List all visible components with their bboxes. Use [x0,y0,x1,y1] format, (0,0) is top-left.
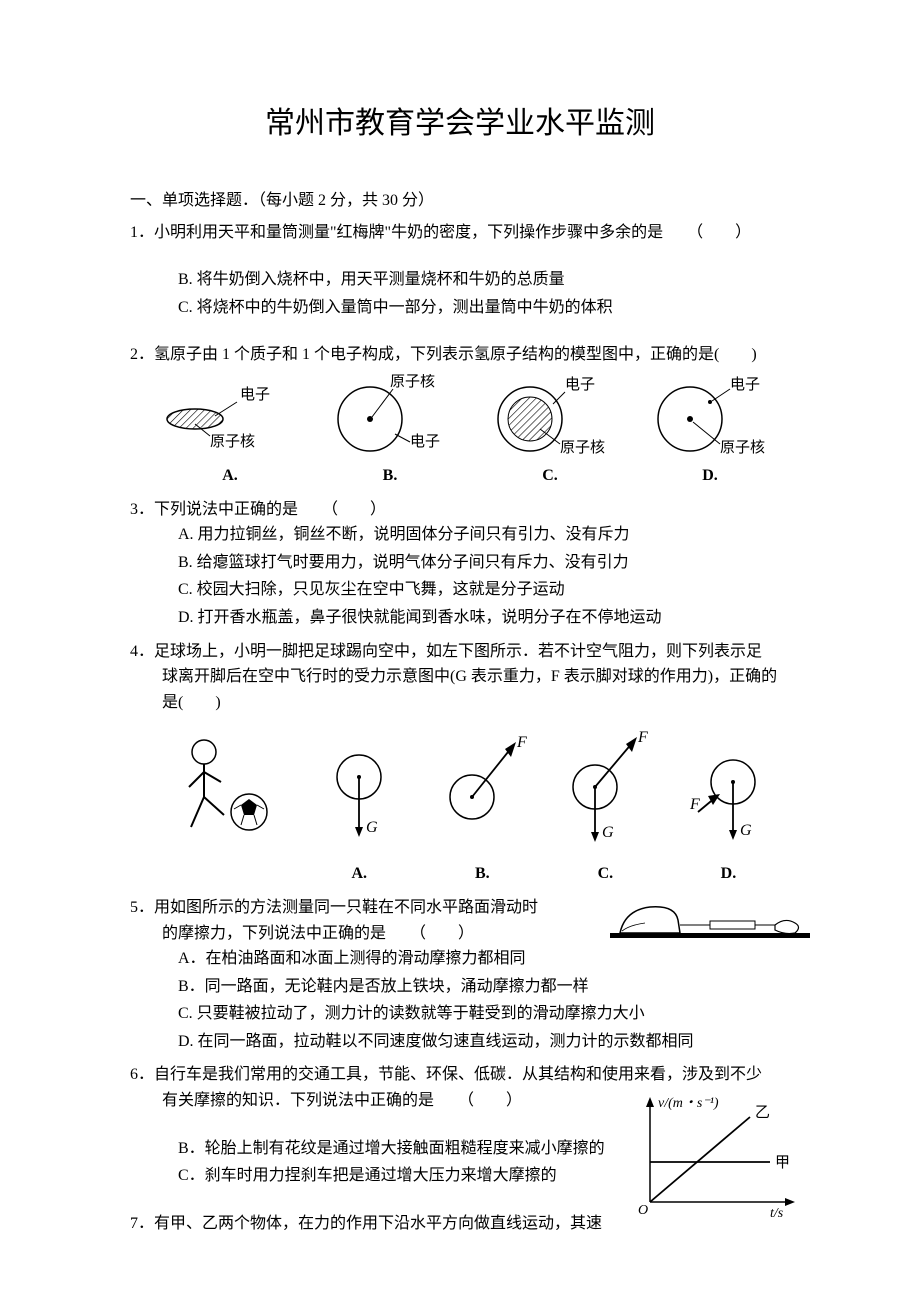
q6-velocity-graph: 甲 乙 v/(m・s⁻¹) t/s O [630,1092,810,1222]
q4-text2: 球离开脚后在空中飞行时的受力示意图中(G 表示重力，F 表示脚对球的作用力)，正… [130,664,790,690]
svg-text:电子: 电子 [410,433,440,450]
svg-text:t/s: t/s [770,1206,784,1221]
q6-text1: 自行车是我们常用的交通工具，节能、环保、低碳．从其结构和使用来看，涉及到不少 [154,1062,790,1088]
q1-num: 1． [130,220,154,246]
question-6: 甲 乙 v/(m・s⁻¹) t/s O 6． 自行车是我们常用的交通工具，节能、… [130,1062,790,1188]
q2-diagram-a: 电子 原子核 [155,374,305,459]
q4-label-a: A. [298,861,421,887]
q7-num: 7． [130,1211,154,1237]
section-header: 一、单项选择题．（每小题 2 分，共 30 分） [130,188,790,214]
svg-text:G: G [366,819,378,836]
q2-label-b: B. [310,463,470,489]
q2-label-d: D. [630,463,790,489]
question-1: 1． 小明利用天平和量筒测量"红梅牌"牛奶的密度，下列操作步骤中多余的是 （ ）… [130,220,790,321]
svg-text:F: F [637,729,648,746]
q4-text3: 是( ) [130,690,790,716]
svg-text:v/(m・s⁻¹): v/(m・s⁻¹) [658,1096,719,1111]
svg-text:原子核: 原子核 [390,374,435,390]
q4-label-c: C. [544,861,667,887]
q4-text: 足球场上，小明一脚把足球踢向空中，如左下图所示．若不计空气阻力，则下列表示足 [154,639,790,665]
svg-text:F: F [516,734,527,751]
svg-text:原子核: 原子核 [720,439,765,456]
q3-text: 下列说法中正确的是 （ ） [154,497,790,523]
q2-label-a: A. [150,463,310,489]
svg-text:甲: 甲 [775,1155,790,1171]
q5-optB: B．同一路面，无论鞋内是否放上铁块，涌动摩擦力都一样 [178,974,790,1000]
q4-diagram-a: G [314,727,404,857]
q1-paren: （ ） [687,224,751,241]
svg-text:电子: 电子 [240,386,270,403]
svg-text:F: F [689,796,700,813]
svg-text:原子核: 原子核 [210,433,255,450]
q4-label-d: D. [667,861,790,887]
q2-diagram-d: 电子 原子核 [635,374,785,459]
q3-optA: A. 用力拉铜丝，铜丝不断，说明固体分子间只有引力、没有斥力 [178,522,790,548]
svg-text:电子: 电子 [730,376,760,393]
svg-text:O: O [638,1203,648,1218]
q4-diagrams: G A. F B. F G [130,727,790,887]
q4-diagram-d: F G [678,727,778,857]
q1-text: 小明利用天平和量筒测量"红梅牌"牛奶的密度，下列操作步骤中多余的是 （ ） [154,220,790,246]
question-3: 3． 下列说法中正确的是 （ ） A. 用力拉铜丝，铜丝不断，说明固体分子间只有… [130,497,790,631]
q4-num: 4． [130,639,154,665]
q5-shoe-diagram [610,895,810,945]
q2-diagrams: 电子 原子核 A. 原子核 电子 B. 电子 [130,374,790,489]
q6-num: 6． [130,1062,154,1088]
q2-label-c: C. [470,463,630,489]
q2-diagram-b: 原子核 电子 [315,374,465,459]
q3-optB: B. 给瘪篮球打气时要用力，说明气体分子间只有斥力、没有引力 [178,550,790,576]
q4-diagram-b: F [432,727,532,857]
q4-label-b: B. [421,861,544,887]
q5-optA: A．在柏油路面和冰面上测得的滑动摩擦力都相同 [178,946,790,972]
q3-num: 3． [130,497,154,523]
q5-optD: D. 在同一路面，拉动鞋以不同速度做匀速直线运动，测力计的示数都相同 [178,1029,790,1055]
q2-diagram-c: 电子 原子核 [475,374,625,459]
q1-optC: C. 将烧杯中的牛奶倒入量筒中一部分，测出量筒中牛奶的体积 [178,295,790,321]
question-2: 2． 氢原子由 1 个质子和 1 个电子构成，下列表示氢原子结构的模型图中，正确… [130,342,790,488]
question-4: 4． 足球场上，小明一脚把足球踢向空中，如左下图所示．若不计空气阻力，则下列表示… [130,639,790,887]
svg-text:G: G [740,822,752,839]
svg-text:G: G [602,824,614,841]
svg-text:原子核: 原子核 [560,439,605,456]
svg-text:乙: 乙 [755,1105,770,1121]
svg-text:电子: 电子 [565,376,595,393]
q2-num: 2． [130,342,154,368]
q5-num: 5． [130,895,154,921]
page-title: 常州市教育学会学业水平监测 [130,100,790,148]
q1-optB: B. 将牛奶倒入烧杯中，用天平测量烧杯和牛奶的总质量 [178,267,790,293]
q2-text: 氢原子由 1 个质子和 1 个电子构成，下列表示氢原子结构的模型图中，正确的是(… [154,342,790,368]
q3-optC: C. 校园大扫除，只见灰尘在空中飞舞，这就是分子运动 [178,577,790,603]
question-5: 5． 用如图所示的方法测量同一只鞋在不同水平路面滑动时 的摩擦力，下列说法中正确… [130,895,790,1055]
q3-optD: D. 打开香水瓶盖，鼻子很快就能闻到香水味，说明分子在不停地运动 [178,605,790,631]
q4-cartoon [159,727,289,857]
q5-optC: C. 只要鞋被拉动了，测力计的读数就等于鞋受到的滑动摩擦力大小 [178,1001,790,1027]
q4-diagram-c: F G [555,727,655,857]
